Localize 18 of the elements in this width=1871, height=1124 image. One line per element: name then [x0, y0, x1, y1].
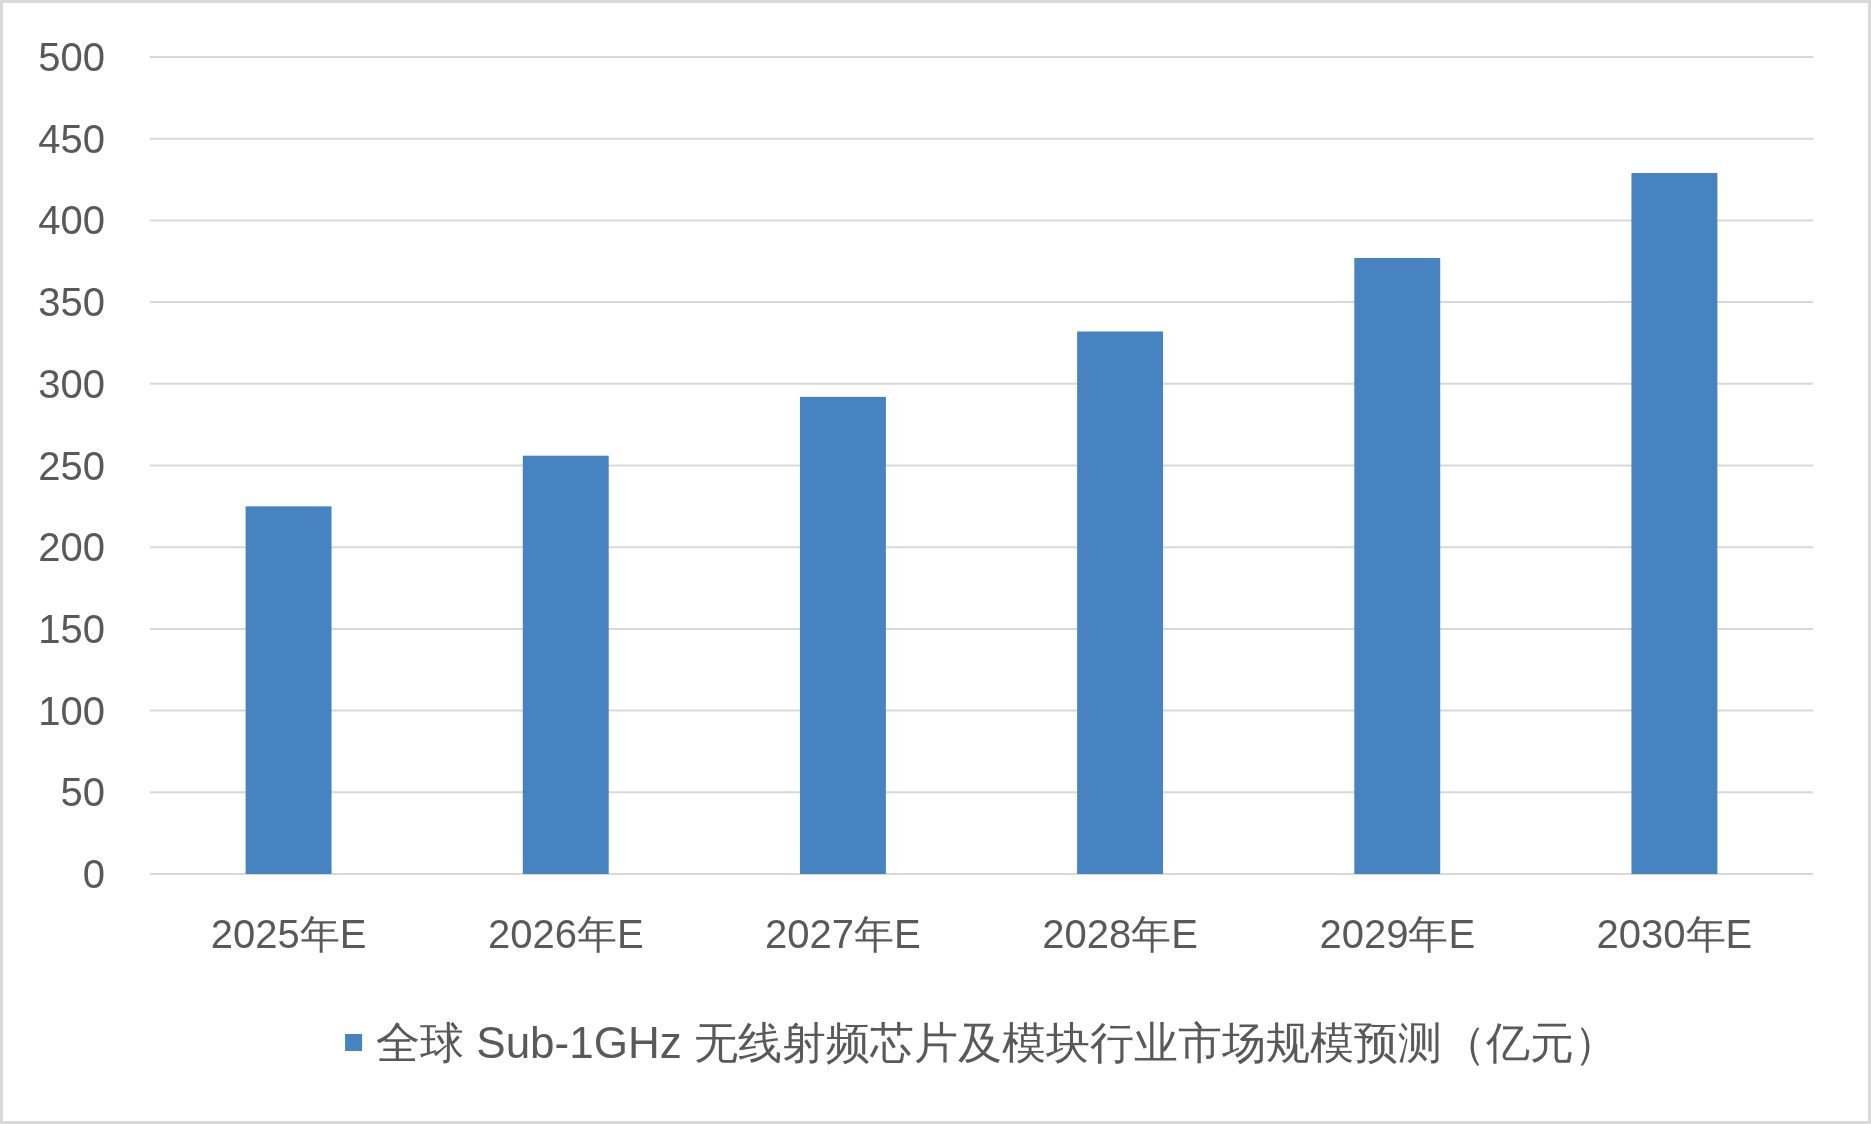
- xtick: 2029年E: [1319, 912, 1476, 956]
- ytick: 500: [38, 35, 105, 79]
- ytick: 400: [38, 198, 105, 243]
- ytick: 100: [38, 688, 105, 733]
- xtick: 2030年E: [1596, 912, 1753, 956]
- ytick: 150: [38, 606, 105, 651]
- legend-label: 全球 Sub-1GHz 无线射频芯片及模块行业市场规模预测（亿元）: [376, 1017, 1618, 1067]
- xtick: 2026年E: [487, 912, 644, 956]
- ytick: 50: [60, 770, 105, 815]
- ytick: 250: [38, 443, 105, 488]
- ytick: 0: [82, 852, 105, 896]
- xtick: 2027年E: [765, 912, 921, 956]
- ytick: 300: [38, 361, 105, 406]
- ytick: 450: [38, 116, 105, 161]
- ytick: 350: [38, 280, 105, 325]
- xtick: 2025年E: [210, 912, 367, 956]
- xtick: 2028年E: [1042, 912, 1198, 956]
- ytick: 200: [38, 525, 105, 570]
